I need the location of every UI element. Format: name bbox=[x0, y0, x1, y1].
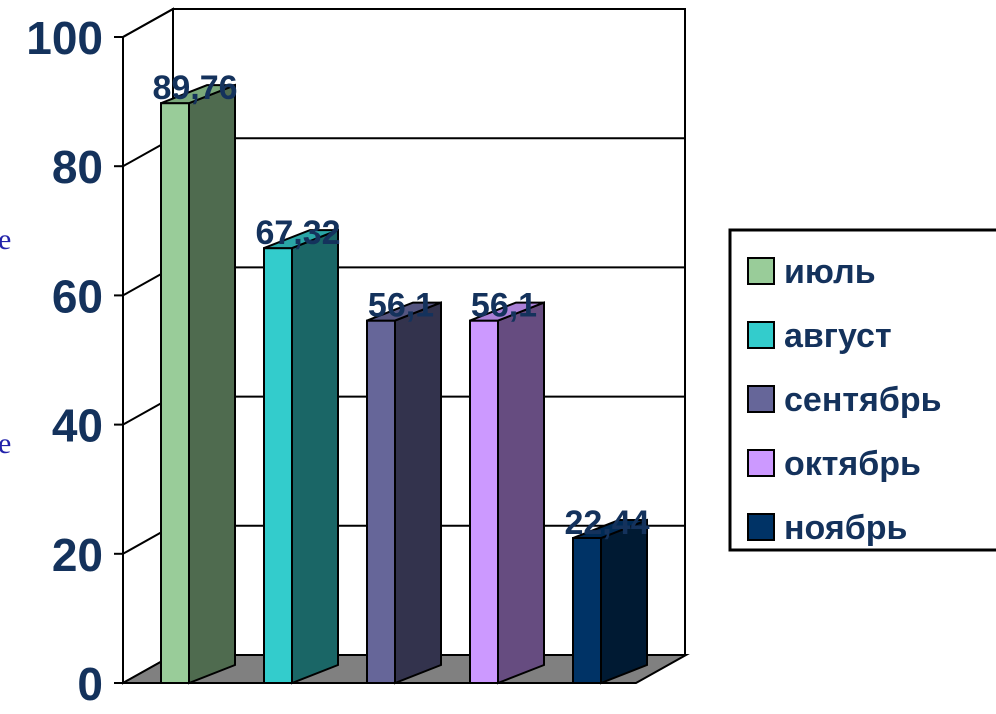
y-tick-label: 0 bbox=[77, 658, 103, 709]
bar-front bbox=[469, 319, 499, 684]
bar-side bbox=[291, 228, 339, 685]
bar-front bbox=[160, 102, 190, 684]
y-tick-label: 100 bbox=[26, 12, 103, 64]
bars bbox=[160, 83, 648, 685]
bar-side bbox=[394, 301, 442, 685]
edge-text-top: е bbox=[0, 223, 11, 256]
bar-side bbox=[497, 301, 545, 685]
bar-front bbox=[572, 537, 602, 684]
legend-swatch bbox=[747, 513, 775, 541]
bar-top bbox=[572, 519, 648, 540]
legend-label: октябрь bbox=[784, 445, 921, 483]
bar-top bbox=[263, 229, 339, 250]
y-axis-ticks: 0 20 40 60 80 100 bbox=[26, 12, 124, 710]
gridline bbox=[122, 8, 685, 38]
legend-swatch bbox=[747, 321, 775, 349]
legend-label: ноябрь bbox=[784, 509, 907, 547]
y-tick-label: 60 bbox=[52, 270, 103, 322]
bar-side bbox=[188, 83, 236, 685]
legend-swatch bbox=[747, 257, 775, 285]
y-tick-label: 80 bbox=[52, 141, 103, 193]
data-label: 67,32 bbox=[255, 214, 340, 252]
edge-text-bottom: е bbox=[0, 427, 11, 460]
bar-side bbox=[600, 518, 648, 685]
legend-swatch bbox=[747, 449, 775, 477]
data-label: 56,1 bbox=[471, 287, 537, 325]
bar-front bbox=[263, 247, 293, 684]
bar-top bbox=[366, 301, 442, 322]
data-label: 22,44 bbox=[564, 504, 649, 542]
legend-label: август bbox=[784, 317, 892, 355]
data-label: 89,76 bbox=[152, 69, 237, 107]
data-label: 56,1 bbox=[368, 287, 434, 325]
bar-top bbox=[160, 84, 236, 105]
y-tick-label: 20 bbox=[52, 529, 103, 581]
bar-top bbox=[469, 301, 545, 322]
bar-front bbox=[366, 319, 396, 684]
y-tick-label: 40 bbox=[52, 400, 103, 452]
legend-label: сентябрь bbox=[784, 381, 942, 419]
legend: июль август сентябрь октябрь ноябрь bbox=[728, 228, 996, 552]
legend-label: июль bbox=[784, 253, 876, 291]
data-labels: 89,76 67,32 56,1 56,1 22,44 bbox=[152, 69, 649, 542]
legend-swatch bbox=[747, 385, 775, 413]
